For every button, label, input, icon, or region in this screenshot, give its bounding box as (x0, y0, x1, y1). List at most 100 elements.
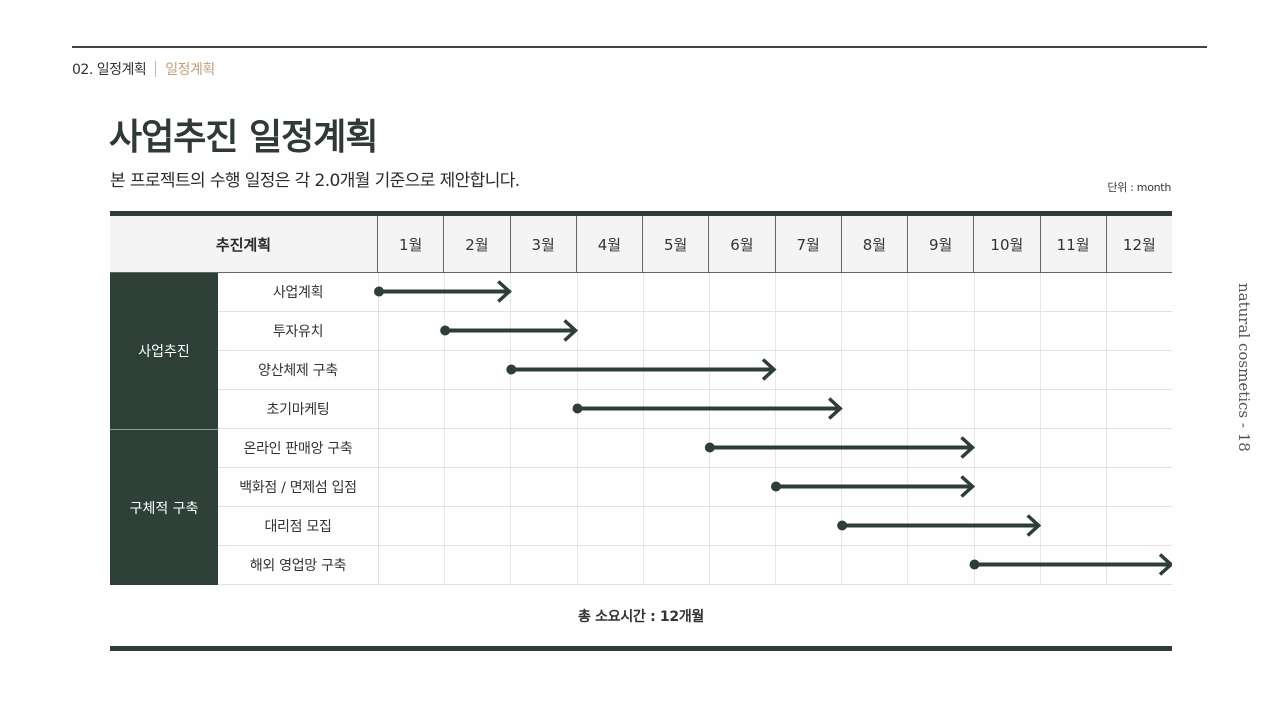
month-cell (710, 273, 777, 311)
table-bottom-border (110, 646, 1172, 651)
month-cell (445, 351, 512, 389)
month-cell (578, 507, 644, 545)
month-cell (908, 546, 975, 584)
month-cell (644, 507, 710, 545)
month-cell (908, 273, 975, 311)
month-cell (1041, 507, 1107, 545)
month-cell (578, 468, 644, 506)
breadcrumb-section: 02. 일정계획 (72, 62, 147, 78)
month-cell (578, 351, 644, 389)
month-cell (445, 507, 512, 545)
month-cell (644, 312, 710, 350)
month-cell (511, 351, 578, 389)
month-cell (379, 390, 446, 428)
month-cell (511, 390, 578, 428)
task-row: 양산체제 구축 (218, 351, 1172, 390)
month-cell (908, 429, 975, 467)
top-rule (72, 46, 1207, 48)
unit-label: 단위 : month (1107, 181, 1171, 194)
month-cell (975, 468, 1041, 506)
header-month: 2월 (444, 216, 511, 272)
month-cell (644, 351, 710, 389)
month-cell (1107, 429, 1172, 467)
month-cell (511, 312, 578, 350)
header-month: 4월 (577, 216, 643, 272)
month-cell (1107, 507, 1172, 545)
month-cell (1107, 312, 1172, 350)
month-cell (511, 429, 578, 467)
group-label: 사업추진 (110, 273, 218, 429)
header-month: 11월 (1041, 216, 1107, 272)
header-month: 3월 (511, 216, 577, 272)
header-plan: 추진계획 (110, 216, 378, 272)
month-cell (445, 429, 512, 467)
month-cell (776, 351, 843, 389)
month-cell (445, 468, 512, 506)
task-row: 사업계획 (218, 273, 1172, 312)
month-cell (578, 312, 644, 350)
month-cell (1107, 273, 1172, 311)
month-cell (578, 273, 644, 311)
task-label: 초기마케팅 (218, 390, 379, 428)
month-cell (908, 507, 975, 545)
month-cell (975, 312, 1041, 350)
month-cell (379, 273, 446, 311)
month-cell (710, 390, 777, 428)
group-column: 사업추진 구체적 구축 (110, 273, 218, 585)
month-cell (776, 507, 843, 545)
schedule-table: 추진계획 1월 2월 3월 4월 5월 6월 7월 8월 9월 10월 11월 12월 사업추진 구체적… (110, 211, 1172, 651)
month-cell (842, 351, 909, 389)
page-title: 사업추진 일정계획 (109, 117, 378, 158)
month-cell (776, 312, 843, 350)
month-cell (842, 468, 909, 506)
month-cell (842, 390, 909, 428)
month-cell (1107, 390, 1172, 428)
month-cell (379, 429, 446, 467)
header-month: 10월 (974, 216, 1041, 272)
month-cell (710, 429, 777, 467)
page-subtitle: 본 프로젝트의 수행 일정은 각 2.0개월 기준으로 제안합니다. (110, 171, 520, 191)
month-cell (644, 546, 710, 584)
month-cell (445, 273, 512, 311)
month-cell (511, 546, 578, 584)
month-cell (1041, 351, 1107, 389)
month-cell (578, 390, 644, 428)
month-cell (975, 507, 1041, 545)
month-cell (975, 390, 1041, 428)
month-cell (975, 273, 1041, 311)
month-cell (908, 390, 975, 428)
month-cell (776, 390, 843, 428)
month-cell (975, 546, 1041, 584)
month-cell (644, 429, 710, 467)
task-row: 해외 영업망 구축 (218, 546, 1172, 585)
month-cell (379, 312, 446, 350)
breadcrumb: 02. 일정계획 일정계획 (72, 59, 215, 79)
task-row: 백화점 / 면제섬 입점 (218, 468, 1172, 507)
month-cell (644, 273, 710, 311)
task-rows: 사업계획 투자유치 양산체제 구축 초기마케팅 온라인 판매앙 구축 백화점 / 면제섬 … (218, 273, 1172, 585)
month-cell (842, 507, 909, 545)
side-caption: natural cosmetics - 18 (1235, 283, 1253, 452)
header-month: 12월 (1122, 235, 1156, 254)
header-month: 9월 (908, 216, 975, 272)
month-cell (842, 546, 909, 584)
task-row: 온라인 판매앙 구축 (218, 429, 1172, 468)
table-header-row: 추진계획 1월 2월 3월 4월 5월 6월 7월 8월 9월 10월 11월 12월 (110, 216, 1172, 273)
month-cell (776, 273, 843, 311)
month-cell (1041, 546, 1107, 584)
month-cell (578, 429, 644, 467)
month-cell (842, 273, 909, 311)
task-label: 양산체제 구축 (218, 351, 379, 389)
header-month: 7월 (776, 216, 842, 272)
month-cell (710, 312, 777, 350)
month-cell (511, 273, 578, 311)
month-cell (842, 312, 909, 350)
month-cell (379, 351, 446, 389)
month-cell (511, 507, 578, 545)
month-cell (908, 351, 975, 389)
month-cell (445, 312, 512, 350)
task-row: 초기마케팅 (218, 390, 1172, 429)
task-row: 대리점 모집 (218, 507, 1172, 546)
month-cell (975, 429, 1041, 467)
month-cell (776, 546, 843, 584)
